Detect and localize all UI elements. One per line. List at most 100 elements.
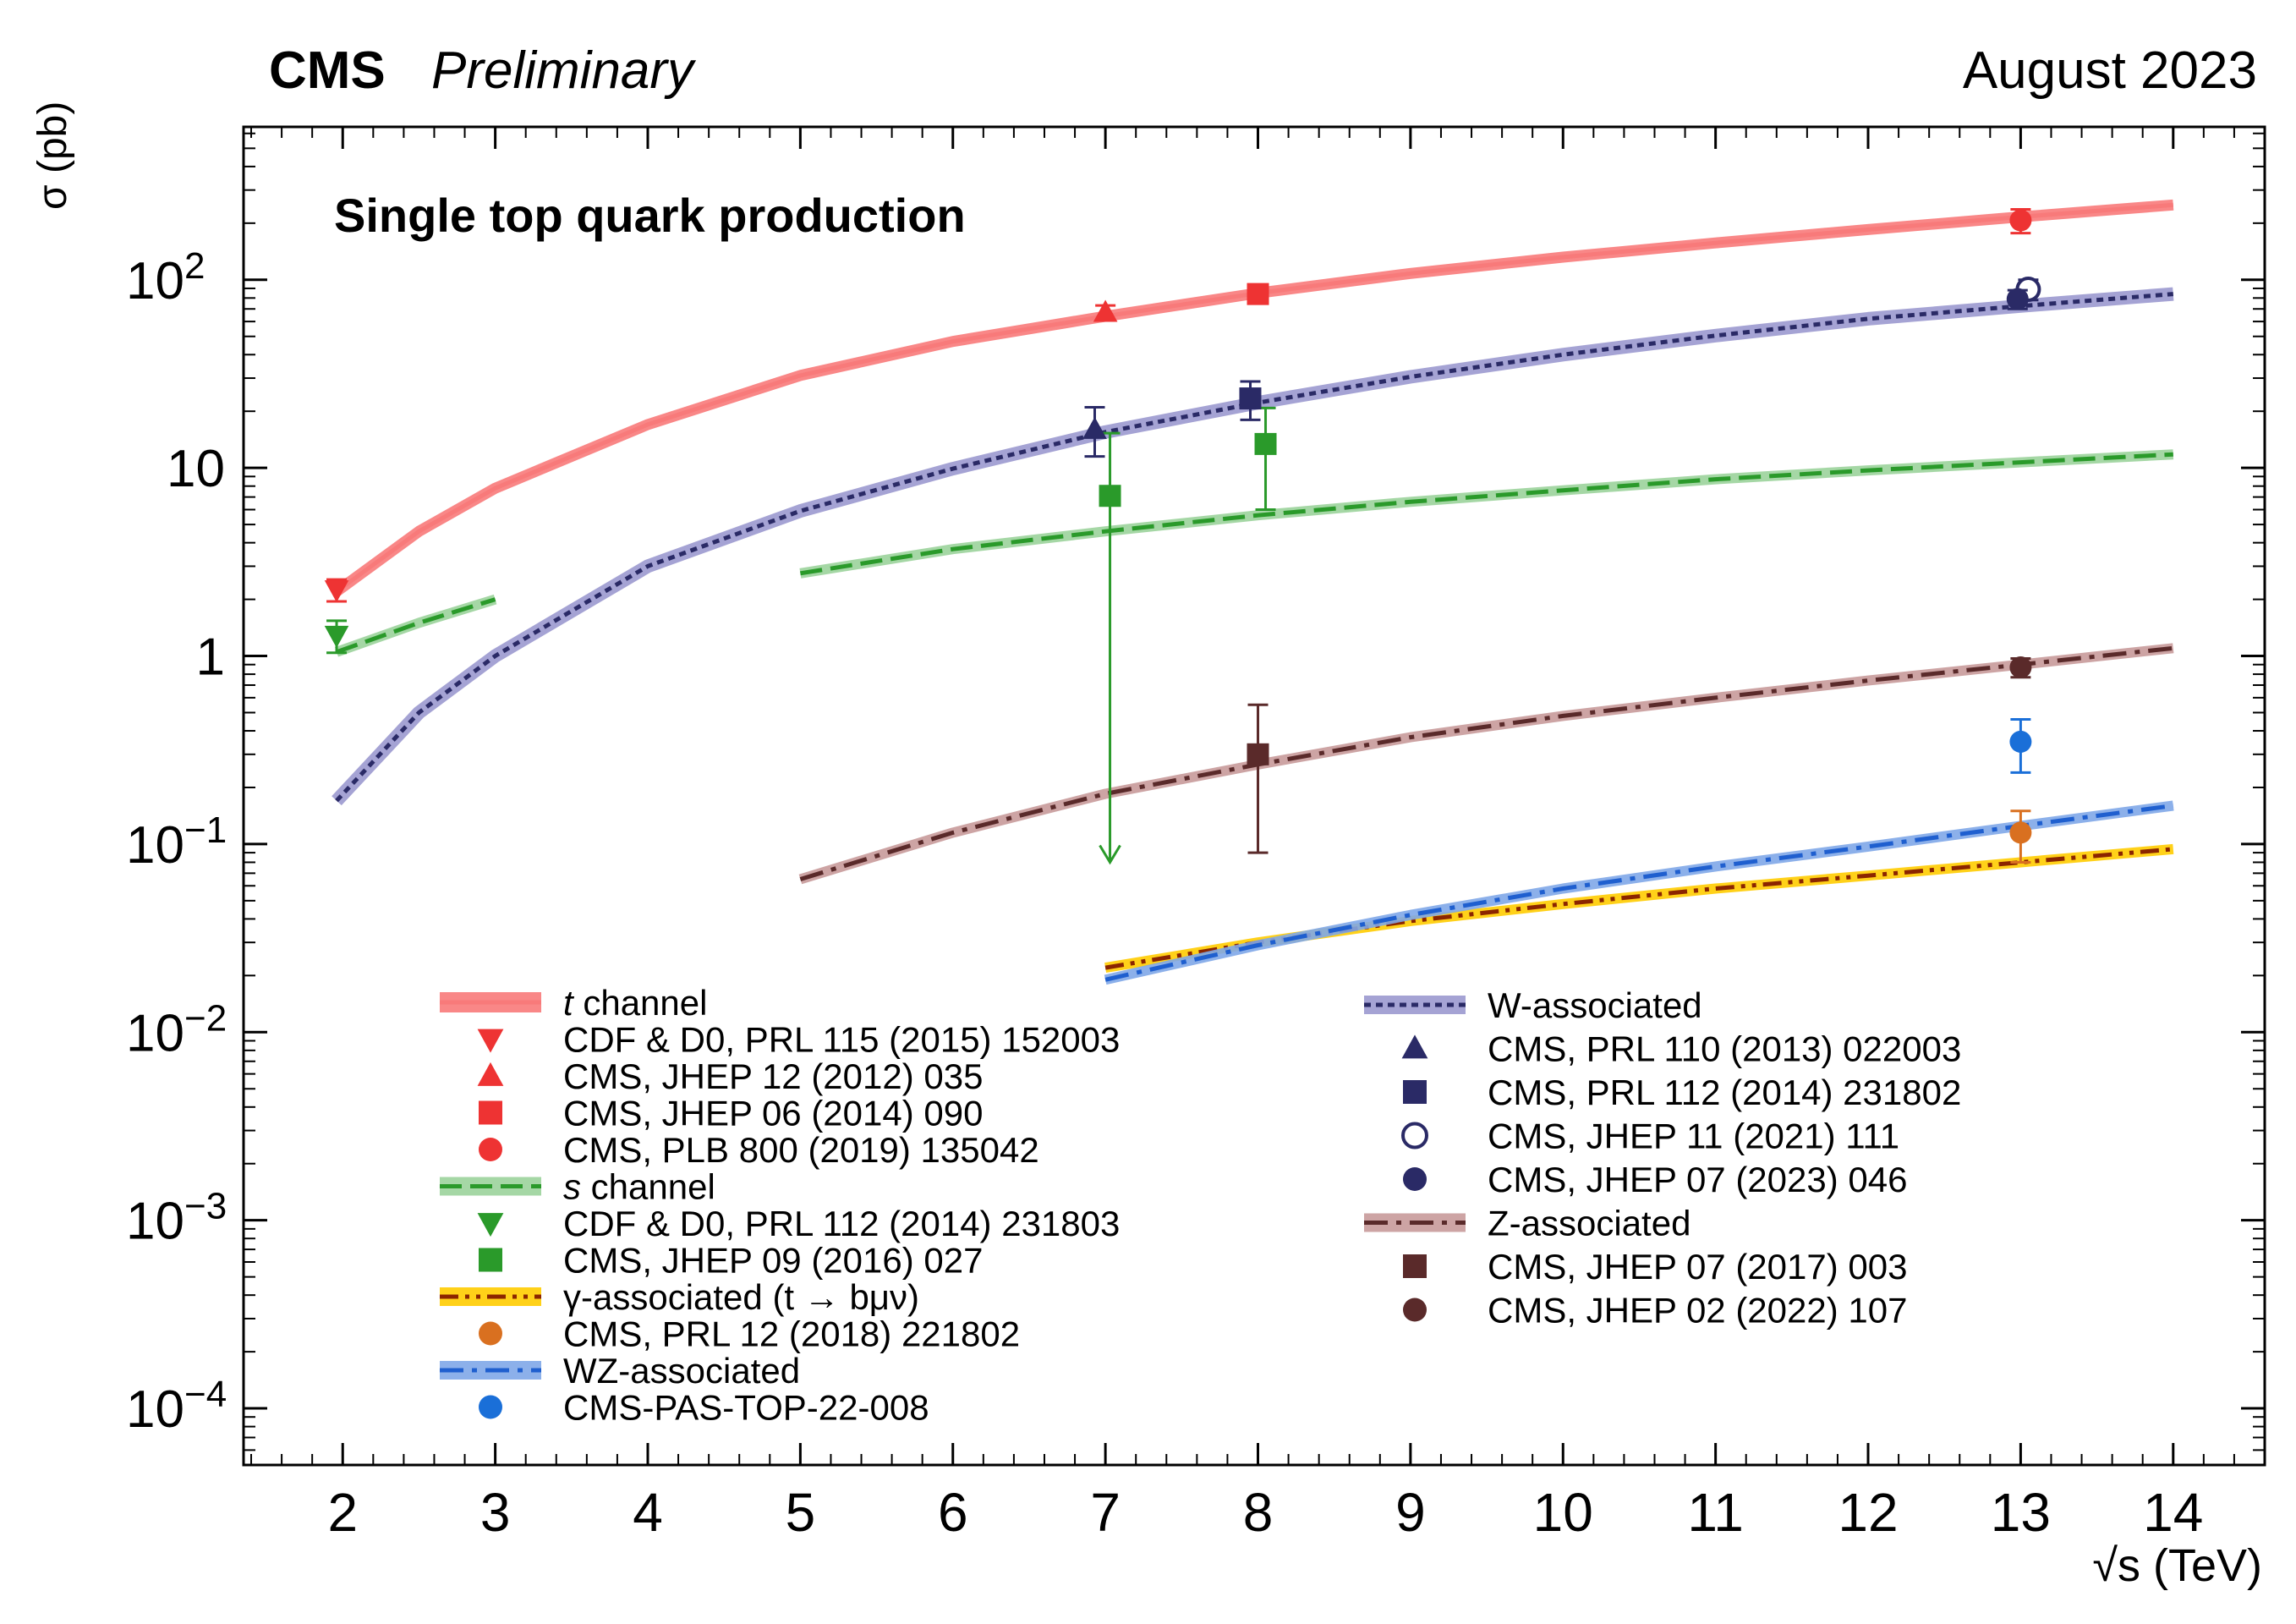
theory-curve-4-line [799, 645, 2174, 881]
theory-curve-0-line [335, 202, 2173, 594]
legend-left-label-5: s channel [563, 1167, 715, 1207]
x-tick-label: 11 [1687, 1482, 1743, 1543]
legend-right-label-6: CMS, JHEP 07 (2017) 003 [1488, 1247, 1907, 1287]
legend-left-entry-3: CMS, JHEP 06 (2014) 090 [479, 1094, 983, 1133]
y-tick-exponent: −3 [184, 1186, 227, 1227]
theory-curve-2-band [799, 449, 2174, 579]
experiment-label: CMS [269, 41, 386, 100]
theory-curve-6-line [1104, 804, 2174, 982]
legend-right-label-3: CMS, JHEP 11 (2021) 111 [1488, 1116, 1899, 1156]
legend-left-label-1: CDF & D0, PRL 115 (2015) 152003 [563, 1020, 1120, 1060]
theory-curve-4-band [798, 643, 2174, 885]
legend-right-marker-6 [1403, 1254, 1427, 1278]
legend-left-label-6: CDF & D0, PRL 112 (2014) 231803 [563, 1204, 1120, 1243]
theory-curve-1-line [336, 597, 496, 655]
legend-text: WZ-associated [563, 1351, 800, 1391]
legend-left-marker-11 [479, 1395, 502, 1419]
plot-title: Single top quark production [334, 189, 966, 242]
legend-text: CMS, JHEP 09 (2016) 027 [563, 1241, 983, 1281]
y-axis-label: σ (pb) [30, 101, 75, 210]
legend-left-entry-10: WZ-associated [440, 1351, 800, 1391]
legend-left-label-9: CMS, PRL 12 (2018) 221802 [563, 1314, 1020, 1354]
legend-italic-prefix: t [563, 983, 583, 1023]
legend-left-entry-11: CMS-PAS-TOP-22-008 [479, 1388, 929, 1428]
y-tick-exponent: −4 [184, 1374, 227, 1415]
y-tick-label: 1 [196, 628, 225, 687]
measurement-point-8 [2009, 730, 2032, 753]
y-tick-exponent: −2 [184, 997, 227, 1039]
legend-left-label-8: γ-associated (t → bμν) [563, 1277, 919, 1317]
measurement-point-10 [1239, 387, 1262, 410]
x-tick-label: 3 [480, 1482, 511, 1543]
legend-left-label-4: CMS, PLB 800 (2019) 135042 [563, 1130, 1039, 1170]
legend-right-marker-3 [1401, 1122, 1428, 1149]
x-tick-label: 10 [1533, 1482, 1593, 1543]
x-tick-label: 2 [327, 1482, 358, 1543]
legend-text: γ-associated (t → bμν) [563, 1277, 919, 1317]
legend-left-entry-8: γ-associated (t → bμν) [440, 1277, 919, 1317]
legend-right-entry-5: Z-associated [1364, 1204, 1690, 1243]
legend-text: CMS, JHEP 11 (2021) 111 [1488, 1116, 1899, 1156]
x-tick-label: 6 [938, 1482, 968, 1543]
measurement-point-13 [1247, 743, 1269, 765]
measurement-point-12 [2006, 288, 2029, 310]
legend-left-entry-4: CMS, PLB 800 (2019) 135042 [479, 1130, 1039, 1170]
legend-left-label-0: t channel [563, 983, 707, 1023]
legend-text: CMS, JHEP 07 (2023) 046 [1488, 1160, 1907, 1199]
y-tick-exponent: −1 [184, 809, 227, 851]
legend-left-label-7: CMS, JHEP 09 (2016) 027 [563, 1241, 983, 1281]
plot-frame [242, 125, 2266, 1467]
y-tick-label: 10 [126, 816, 184, 875]
legend-left-label-11: CMS-PAS-TOP-22-008 [563, 1388, 929, 1428]
legend-right-entry-1: CMS, PRL 110 (2013) 022003 [1401, 1029, 1961, 1069]
x-tick-label: 5 [786, 1482, 816, 1543]
measurement-point-9 [1082, 416, 1107, 439]
legend-left-label-2: CMS, JHEP 12 (2012) 035 [563, 1056, 983, 1096]
legend-text: CMS-PAS-TOP-22-008 [563, 1388, 929, 1428]
legend-right-label-7: CMS, JHEP 02 (2022) 107 [1488, 1291, 1907, 1330]
legend-text: CMS, PRL 112 (2014) 231802 [1488, 1073, 1961, 1112]
y-tick-label: 10 [126, 1380, 184, 1439]
legend-italic-prefix: s [563, 1167, 591, 1207]
legend-left-entry-5: s channel [440, 1167, 715, 1207]
legend-text: Z-associated [1488, 1204, 1690, 1243]
legend-right-marker-4 [1403, 1167, 1427, 1191]
legend-text: CMS, JHEP 02 (2022) 107 [1488, 1291, 1907, 1330]
legend-text: CDF & D0, PRL 115 (2015) 152003 [563, 1020, 1120, 1060]
legend-text: CMS, PRL 12 (2018) 221802 [563, 1314, 1020, 1354]
x-tick-label: 13 [1991, 1482, 2051, 1543]
y-tick-label: 10 [126, 1193, 184, 1251]
y-tick-exponent: 2 [184, 245, 205, 287]
legend-left-label-10: WZ-associated [563, 1351, 800, 1391]
legend-right-marker-1 [1401, 1034, 1428, 1059]
legend-left-marker-2 [477, 1062, 504, 1086]
theory-curve-3-band [332, 287, 2174, 806]
x-tick-label: 12 [1838, 1482, 1898, 1543]
legend-right-label-2: CMS, PRL 112 (2014) 231802 [1488, 1073, 1961, 1112]
legend-right-entry-2: CMS, PRL 112 (2014) 231802 [1403, 1073, 1961, 1112]
legend-text: W-associated [1488, 985, 1702, 1025]
legend-left-marker-4 [479, 1138, 502, 1161]
y-tick-label: 10 [126, 1004, 184, 1062]
legend-text: CDF & D0, PRL 112 (2014) 231803 [563, 1204, 1120, 1243]
status-label: Preliminary [431, 41, 694, 100]
legend-left-entry-9: CMS, PRL 12 (2018) 221802 [479, 1314, 1020, 1354]
date-label: August 2023 [1962, 41, 2257, 100]
legend-left-marker-7 [479, 1248, 502, 1272]
legend-text: channel [591, 1167, 715, 1207]
legend-right-entry-3: CMS, JHEP 11 (2021) 111 [1401, 1116, 1899, 1156]
measurement-point-0 [324, 580, 349, 603]
measurement-point-1 [1093, 299, 1118, 322]
legend-text: channel [583, 983, 707, 1023]
legend-text: CMS, PRL 110 (2013) 022003 [1488, 1029, 1961, 1069]
x-tick-label: 9 [1395, 1482, 1426, 1543]
legend-right-label-4: CMS, JHEP 07 (2023) 046 [1488, 1160, 1907, 1199]
legend-right-label-5: Z-associated [1488, 1204, 1690, 1243]
legend-left-entry-6: CDF & D0, PRL 112 (2014) 231803 [477, 1204, 1120, 1243]
y-tick-label: 10 [126, 252, 184, 310]
legend-text: CMS, JHEP 12 (2012) 035 [563, 1056, 983, 1096]
x-tick-label: 7 [1090, 1482, 1121, 1543]
theory-curve-2-line [800, 452, 2173, 576]
theory-curve-5-band [1104, 843, 2174, 974]
